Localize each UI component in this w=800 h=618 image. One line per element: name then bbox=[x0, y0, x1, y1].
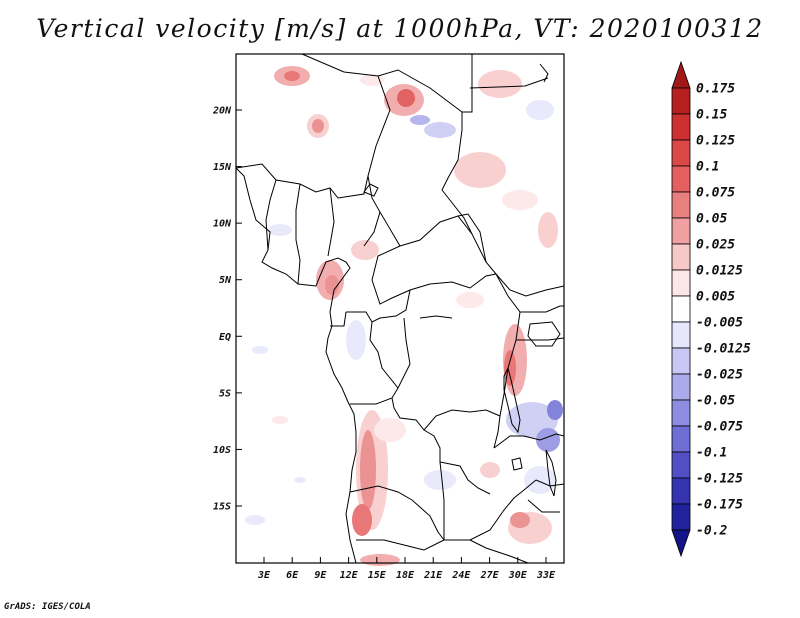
colorbar-label: 0.125 bbox=[696, 134, 735, 149]
colorbar-label: 0.025 bbox=[696, 238, 735, 253]
colorbar-label: 0.005 bbox=[696, 290, 735, 305]
colorbar-label: -0.025 bbox=[696, 368, 743, 383]
colorbar-swatch bbox=[671, 165, 691, 193]
colorbar-label: 0.075 bbox=[696, 186, 735, 201]
footer-credit: GrADS: IGES/COLA bbox=[4, 602, 91, 612]
lon-tick-label: 9E bbox=[314, 570, 327, 581]
colorbar-swatch bbox=[671, 373, 691, 401]
colorbar-swatch bbox=[671, 269, 691, 297]
colorbar-swatch bbox=[671, 60, 691, 89]
colorbar-swatch bbox=[671, 295, 691, 323]
colorbar-swatch bbox=[671, 191, 691, 219]
map-area bbox=[235, 53, 565, 566]
political-boundaries bbox=[235, 53, 565, 564]
colorbar-label: -0.125 bbox=[696, 472, 743, 487]
colorbar-label: 0.05 bbox=[696, 212, 727, 227]
lon-tick-label: 27E bbox=[480, 570, 500, 581]
lat-tick-label: 10N bbox=[213, 219, 232, 230]
colorbar-label: -0.005 bbox=[696, 316, 743, 331]
colorbar-swatch bbox=[671, 321, 691, 349]
lat-tick-label: 15N bbox=[213, 162, 232, 173]
velocity-field bbox=[245, 66, 563, 566]
lat-tick-label: 5S bbox=[219, 388, 231, 399]
colorbar-label: -0.1 bbox=[696, 446, 727, 461]
colorbar-label: 0.175 bbox=[696, 82, 735, 97]
lon-tick-label: 24E bbox=[451, 570, 471, 581]
colorbar-swatch bbox=[671, 425, 691, 453]
lat-tick-label: 5N bbox=[219, 275, 232, 286]
colorbar-swatch bbox=[671, 451, 691, 479]
colorbar-label: 0.15 bbox=[696, 108, 727, 123]
latitude-axis: 20N 15N 10N 5N EQ 5S 10S 15S bbox=[212, 106, 242, 513]
lat-tick-label: 20N bbox=[212, 106, 232, 117]
colorbar-swatch bbox=[671, 399, 691, 427]
lon-tick-label: 30E bbox=[508, 570, 528, 581]
lat-tick-label: 10S bbox=[213, 445, 231, 456]
colorbar-label: -0.05 bbox=[696, 394, 735, 409]
colorbar-swatch bbox=[671, 113, 691, 141]
map-background bbox=[236, 54, 564, 563]
lon-tick-label: 15E bbox=[368, 570, 387, 581]
colorbar-swatch bbox=[671, 477, 691, 505]
lon-tick-label: 3E bbox=[257, 570, 271, 581]
colorbar-label: -0.175 bbox=[696, 498, 743, 513]
lon-tick-label: 21E bbox=[423, 570, 443, 581]
lon-tick-label: 12E bbox=[340, 570, 359, 581]
lon-tick-label: 18E bbox=[396, 570, 415, 581]
colorbar-label: -0.075 bbox=[696, 420, 743, 435]
colorbar-swatch bbox=[671, 87, 691, 115]
lon-tick-label: 6E bbox=[286, 570, 299, 581]
colorbar-label: -0.0125 bbox=[696, 342, 751, 357]
colorbar-swatch bbox=[671, 243, 691, 271]
chart-title: Vertical velocity [m/s] at 1000hPa, VT: … bbox=[36, 14, 764, 43]
colorbar-label: 0.1 bbox=[696, 160, 719, 175]
colorbar-swatch bbox=[671, 347, 691, 375]
lat-tick-label: EQ bbox=[219, 332, 231, 343]
lon-tick-label: 33E bbox=[536, 570, 556, 581]
map-frame bbox=[235, 53, 565, 564]
colorbar-label: -0.2 bbox=[696, 524, 727, 539]
longitude-axis: 3E 6E 9E 12E 15E 18E 21E 24E 27E 30E 33E bbox=[257, 557, 556, 581]
colorbar-swatch bbox=[671, 139, 691, 167]
colorbar: 0.175 0.15 0.125 0.1 0.075 0.05 0.025 0.0125 0.0… bbox=[671, 60, 751, 558]
colorbar-label: 0.0125 bbox=[696, 264, 743, 279]
colorbar-swatch bbox=[671, 529, 691, 558]
lat-tick-label: 15S bbox=[213, 502, 231, 513]
colorbar-swatch bbox=[671, 217, 691, 245]
colorbar-swatch bbox=[671, 503, 691, 531]
